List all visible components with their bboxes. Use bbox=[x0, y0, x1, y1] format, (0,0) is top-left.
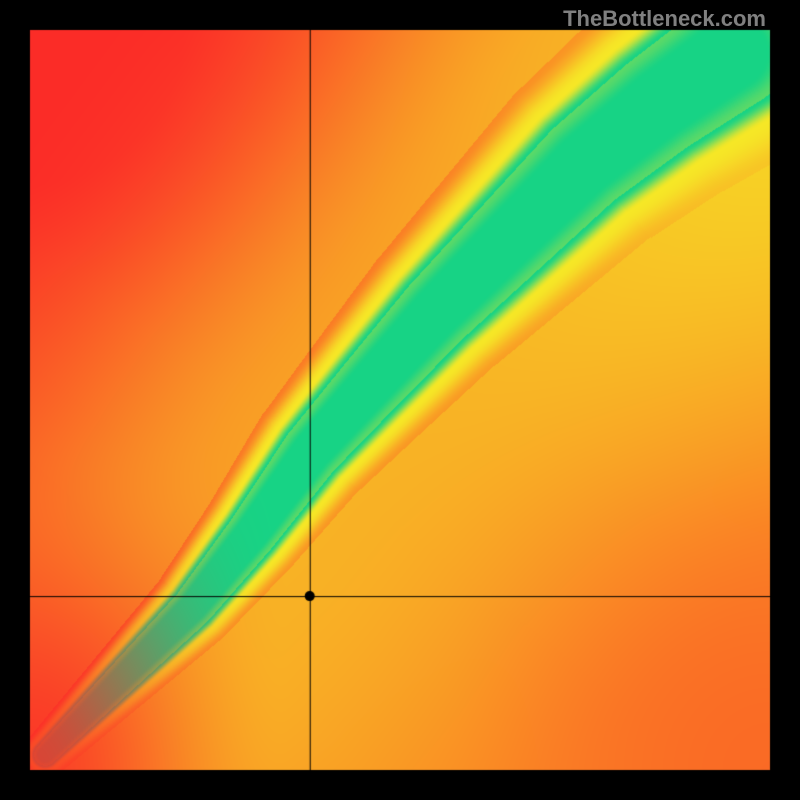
chart-container: TheBottleneck.com bbox=[0, 0, 800, 800]
watermark-text: TheBottleneck.com bbox=[563, 6, 766, 32]
bottleneck-heatmap bbox=[0, 0, 800, 800]
